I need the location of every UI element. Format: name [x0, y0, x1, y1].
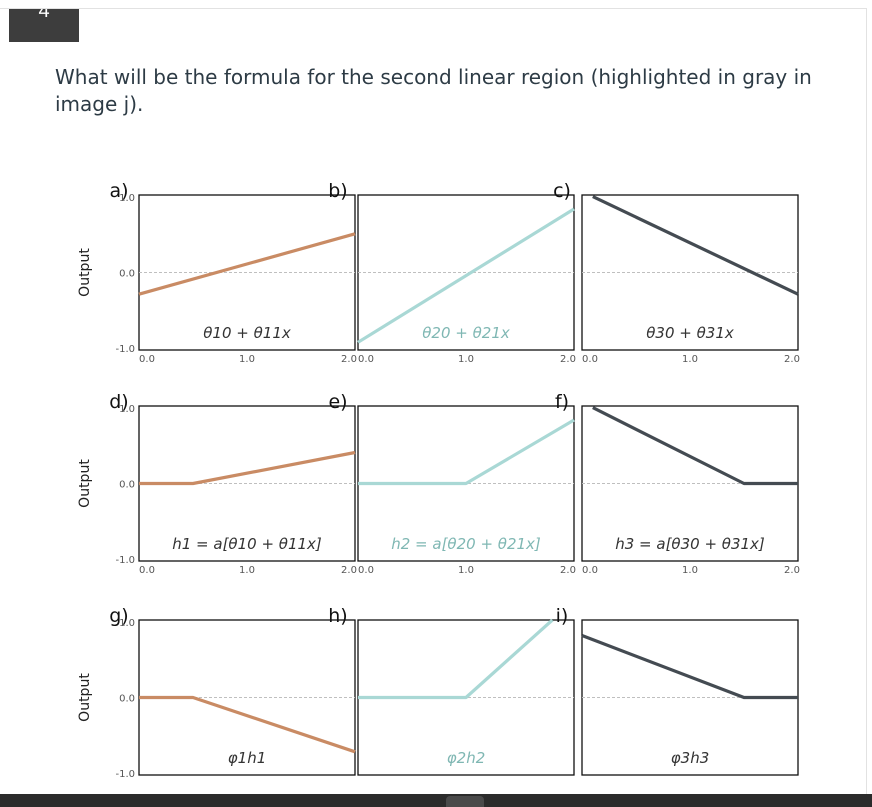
panel-annotation-h: φ2h2 — [447, 749, 486, 767]
panel-annotation-a: θ10 + θ11x — [203, 324, 291, 342]
ylabel-d: Output — [77, 459, 93, 508]
series-line-h — [358, 618, 554, 700]
ytick-label-top-g: 1.0 — [119, 618, 135, 629]
xtick-label-2-f: 2.0 — [784, 565, 800, 576]
ytick-label-bottom-g: -1.0 — [115, 769, 135, 780]
xtick-label-0-c: 0.0 — [582, 354, 598, 365]
xtick-label-2-c: 2.0 — [784, 354, 800, 365]
panel-annotation-g: φ1h1 — [228, 749, 267, 767]
xtick-label-0-f: 0.0 — [582, 565, 598, 576]
xtick-label-0-e: 0.0 — [358, 565, 374, 576]
top-strip — [0, 0, 872, 8]
xtick-label-0-b: 0.0 — [358, 354, 374, 365]
panel-label-a: a) — [109, 180, 128, 202]
panel-annotation-e: h2 = a[θ20 + θ21x] — [391, 535, 541, 553]
ytick-label-bottom-d: -1.0 — [115, 555, 135, 566]
series-line-d — [139, 450, 356, 486]
panel-label-d: d) — [109, 391, 128, 413]
panel-label-h: h) — [328, 605, 347, 627]
question-number-badge: 4 — [9, 9, 79, 42]
xtick-label-1-e: 1.0 — [458, 565, 474, 576]
xtick-label-2-b: 2.0 — [560, 354, 576, 365]
ylabel-g: Output — [77, 673, 93, 722]
panel-annotation-f: h3 = a[θ30 + θ31x] — [615, 535, 765, 553]
series-line-i — [581, 634, 798, 700]
ytick-label-zero-g: 0.0 — [119, 694, 135, 705]
series-line-c — [592, 195, 799, 296]
ytick-label-top-d: 1.0 — [119, 404, 135, 415]
xtick-label-1-f: 1.0 — [682, 565, 698, 576]
ytick-label-zero-a: 0.0 — [119, 269, 135, 280]
series-line-a — [138, 232, 356, 296]
panel-label-b: b) — [328, 180, 347, 202]
series-line-b — [357, 207, 575, 344]
xtick-label-0-d: 0.0 — [139, 565, 155, 576]
figure-panels: a) θ10 + θ11x 1.0 0.0 -1.0 Output 0.0 1.0 2.0 b) θ… — [58, 168, 808, 798]
panel-label-c: c) — [553, 180, 571, 202]
panel-label-f: f) — [555, 391, 569, 413]
ytick-label-zero-d: 0.0 — [119, 480, 135, 491]
panel-annotation-b: θ20 + θ21x — [422, 324, 510, 342]
ytick-label-top-a: 1.0 — [119, 193, 135, 204]
series-line-f — [592, 406, 798, 486]
question-text: What will be the formula for the second … — [55, 65, 812, 116]
panel-annotation-d: h1 = a[θ10 + θ11x] — [172, 535, 322, 553]
xtick-label-2-a: 2.0 — [341, 354, 357, 365]
xtick-label-1-c: 1.0 — [682, 354, 698, 365]
relu-figure: a) θ10 + θ11x 1.0 0.0 -1.0 Output 0.0 1.0 2.0 b) θ… — [77, 180, 800, 780]
panel-label-i: i) — [556, 605, 569, 627]
xtick-label-2-e: 2.0 — [560, 565, 576, 576]
panel-label-g: g) — [109, 605, 128, 627]
xtick-label-1-d: 1.0 — [239, 565, 255, 576]
series-line-e — [358, 418, 575, 486]
xtick-label-1-a: 1.0 — [239, 354, 255, 365]
series-line-g — [139, 695, 356, 754]
ylabel-a: Output — [77, 248, 93, 297]
xtick-label-1-b: 1.0 — [458, 354, 474, 365]
bottom-toolbar — [0, 794, 872, 807]
panel-label-e: e) — [328, 391, 347, 413]
xtick-label-2-d: 2.0 — [341, 565, 357, 576]
ytick-label-bottom-a: -1.0 — [115, 344, 135, 355]
panel-annotation-c: θ30 + θ31x — [646, 324, 734, 342]
panel-annotation-i: φ3h3 — [671, 749, 710, 767]
xtick-label-0-a: 0.0 — [139, 354, 155, 365]
toolbar-handle[interactable] — [446, 796, 484, 807]
